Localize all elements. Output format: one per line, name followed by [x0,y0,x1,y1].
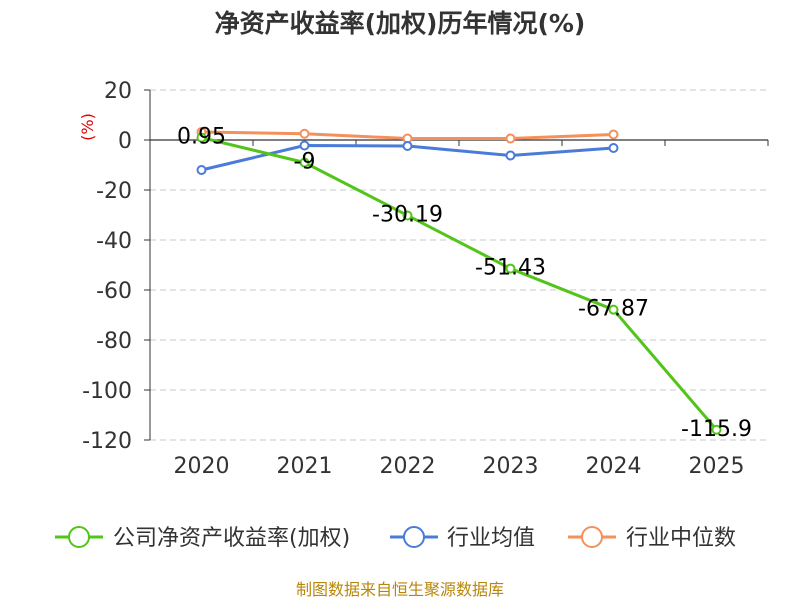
x-tick-label: 2022 [380,454,436,479]
data-point[interactable] [505,263,516,274]
data-point[interactable] [402,210,413,221]
legend-marker-icon [581,526,603,548]
data-point[interactable] [299,140,310,151]
data-point[interactable] [196,132,207,143]
gridlines [150,89,768,441]
data-label: -9 [294,150,316,175]
legend[interactable]: 公司净资产收益率(加权) 行业均值 行业中位数 [55,526,736,551]
x-tick-label: 2024 [586,454,642,479]
legend-label: 行业中位数 [626,526,736,551]
data-point[interactable] [402,141,413,151]
data-point[interactable] [505,150,516,161]
legend-marker-icon [403,526,425,548]
x-tick-label: 2023 [483,454,539,479]
y-tick-label: -80 [96,329,132,354]
chart-title: 净资产收益率(加权)历年情况(%) [215,9,586,38]
x-tick-label: 2021 [277,454,333,479]
y-tick-label: -100 [82,379,132,404]
series-lines [196,127,722,435]
x-tick-label: 2025 [689,454,745,479]
legend-item[interactable]: 行业中位数 [568,526,736,551]
data-label: -51.43 [475,256,546,281]
data-point[interactable] [505,133,516,144]
legend-item[interactable]: 公司净资产收益率(加权) [55,526,350,551]
legend-marker-icon [68,526,90,548]
data-point[interactable] [299,157,310,168]
data-point[interactable] [711,424,722,435]
data-label: -30.19 [372,202,443,227]
y-tick-label: -40 [96,229,132,254]
data-point[interactable] [608,129,619,140]
data-label: -115.9 [681,417,752,442]
data-labels: 0.95 -9 -30.19 -51.43 -67.87 -115.9 [177,125,752,442]
legend-label: 公司净资产收益率(加权) [113,526,350,551]
data-point[interactable] [196,165,207,175]
data-point[interactable] [299,128,310,139]
data-point[interactable] [608,143,619,153]
x-tick-label: 2020 [174,454,230,479]
y-tick-label: 0 [118,129,132,154]
y-axis-unit-label: (%) [78,113,97,141]
series-line [201,136,718,431]
axes: 20 0 -20 -40 -60 -80 -100 -120 2020 2021 2022 2023 2… [82,79,769,479]
data-label: -67.87 [578,297,649,322]
y-tick-label: -120 [82,429,132,454]
data-source-note: 制图数据来自恒生聚源数据库 [296,580,504,599]
y-tick-label: -20 [96,179,132,204]
y-tick-label: -60 [96,279,132,304]
legend-item[interactable]: 行业均值 [390,526,535,551]
data-label: 0.95 [177,125,226,150]
data-point[interactable] [608,304,619,315]
legend-label: 行业均值 [447,526,535,551]
y-tick-label: 20 [104,79,132,104]
